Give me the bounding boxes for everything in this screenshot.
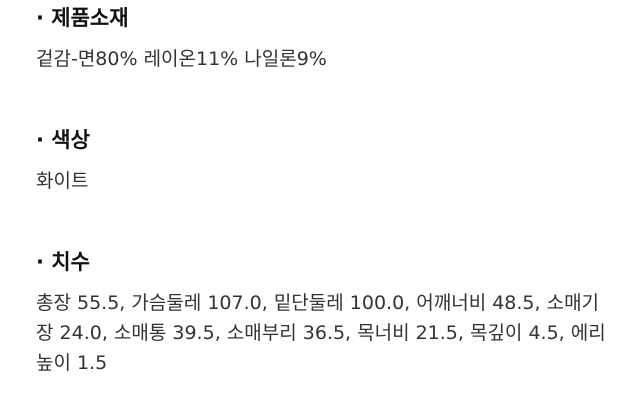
section-material: · 제품소재 겉감-면80% 레이온11% 나일론9% xyxy=(36,4,616,74)
section-color: · 색상 화이트 xyxy=(36,126,616,196)
section-body: 화이트 xyxy=(36,170,89,192)
section-title: · 치수 xyxy=(36,250,90,274)
section-title: · 제품소재 xyxy=(36,6,129,30)
section-title: · 색상 xyxy=(36,128,90,152)
section-body: 총장 55.5, 가슴둘레 107.0, 밑단둘레 100.0, 어깨너비 48… xyxy=(36,292,606,374)
section-size: · 치수 총장 55.5, 가슴둘레 107.0, 밑단둘레 100.0, 어깨… xyxy=(36,248,616,378)
section-body: 겉감-면80% 레이온11% 나일론9% xyxy=(36,48,327,70)
